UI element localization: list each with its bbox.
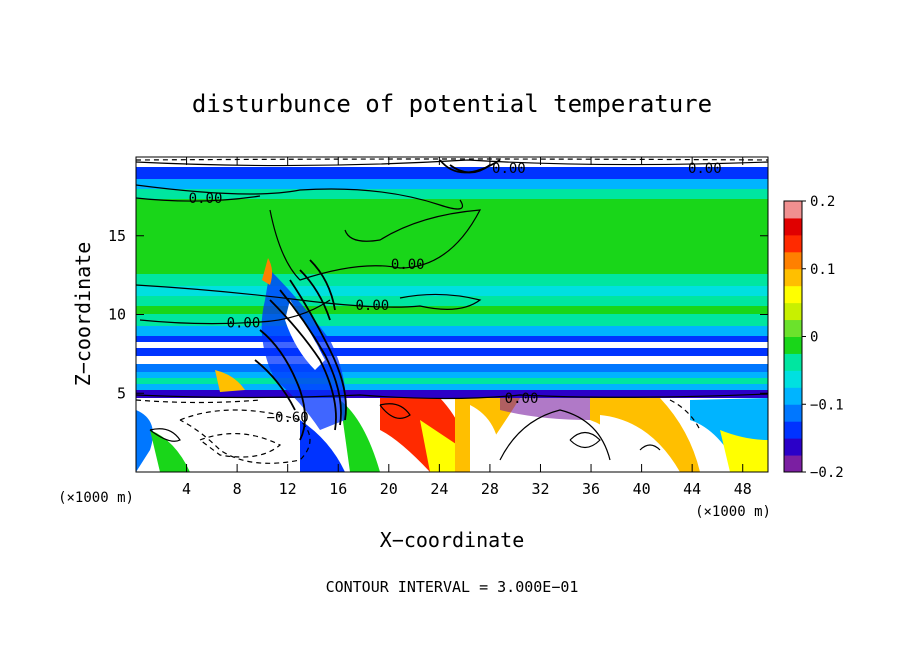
colorbar-swatch [784, 285, 802, 304]
y-tick-label: 10 [108, 306, 126, 324]
colorbar-tick-label: 0 [810, 330, 818, 346]
colorbar-swatch [784, 387, 802, 405]
colorbar-swatch [784, 319, 802, 337]
x-unit-right: (×1000 m) [695, 504, 771, 520]
colorbar-swatch [784, 336, 802, 354]
y-axis: 5 10 15 [108, 227, 768, 402]
contour-label: 0.00 [492, 161, 526, 177]
colorbar-swatch [784, 217, 802, 236]
contour-label: 0.00 [189, 191, 223, 207]
colorbar: 0.2 0.1 0 −0.1 −0.2 [783, 194, 844, 481]
x-axis-label: X−coordinate [380, 528, 525, 552]
colorbar-swatch [784, 404, 802, 422]
x-tick-label: 8 [233, 480, 242, 498]
x-tick-label: 40 [633, 480, 651, 498]
colorbar-swatch [784, 438, 802, 456]
x-tick-label: 12 [279, 480, 297, 498]
colorbar-tick-label: 0.1 [810, 262, 835, 278]
y-axis-label: Z−coordinate [71, 242, 95, 387]
contour-label: −0.60 [267, 410, 309, 426]
contour-label: 0.00 [688, 161, 722, 177]
y-tick-label: 5 [117, 384, 126, 402]
colorbar-swatch [784, 268, 802, 287]
contour-labels: 0.00 0.00 0.00 0.00 0.00 0.00 0.00 −0.60 [189, 161, 722, 426]
x-tick-label: 44 [683, 480, 701, 498]
colorbar-swatch [784, 353, 802, 371]
x-tick-label: 4 [182, 480, 191, 498]
y-tick-label: 15 [108, 227, 126, 245]
colorbar-tick-label: −0.2 [810, 465, 844, 481]
x-tick-label: 28 [481, 480, 499, 498]
x-tick-label: 48 [734, 480, 752, 498]
x-tick-label: 20 [380, 480, 398, 498]
x-unit-left: (×1000 m) [58, 490, 134, 506]
x-tick-label: 16 [329, 480, 347, 498]
colorbar-swatch [784, 251, 802, 270]
contour-lines [136, 158, 768, 464]
colorbar-swatch [784, 370, 802, 388]
chart-title: disturbunce of potential temperature [192, 90, 712, 118]
colorbar-swatch [784, 234, 802, 253]
x-tick-label: 24 [430, 480, 448, 498]
x-tick-label: 32 [531, 480, 549, 498]
contour-label: 0.00 [505, 391, 539, 407]
colorbar-swatch [784, 421, 802, 439]
colorbar-tick-label: −0.1 [810, 397, 844, 413]
colorbar-tick-label: 0.2 [810, 194, 835, 210]
x-axis: 4 8 12 16 20 24 28 32 36 40 44 48 [182, 157, 752, 498]
x-tick-label: 36 [582, 480, 600, 498]
contour-label: 0.00 [391, 257, 425, 273]
contour-label: 0.00 [227, 315, 261, 331]
colorbar-swatch [784, 455, 802, 473]
contour-interval-footer: CONTOUR INTERVAL = 3.000E−01 [326, 578, 579, 596]
contour-label: 0.00 [356, 298, 390, 314]
colorbar-swatch [784, 302, 802, 321]
colorbar-swatch [784, 201, 802, 219]
